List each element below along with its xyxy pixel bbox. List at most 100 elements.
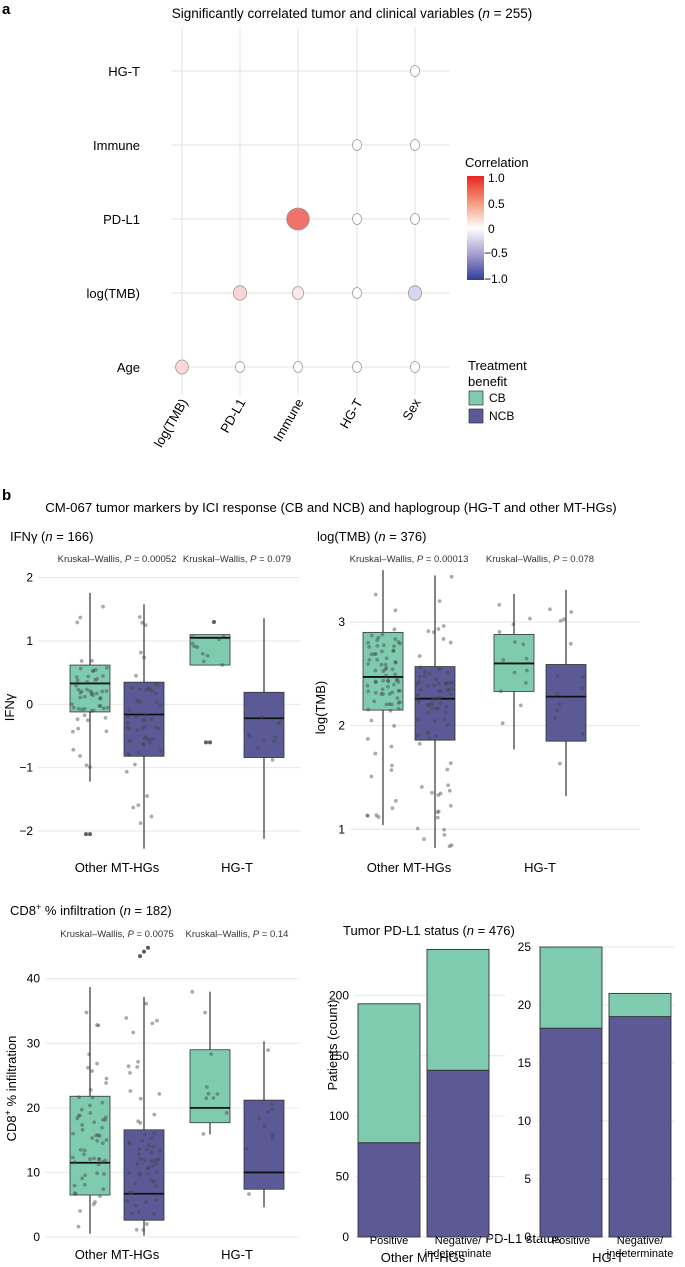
- jitter-point: [393, 637, 398, 642]
- correlation-bubble: [175, 359, 189, 375]
- jitter-point: [426, 629, 431, 634]
- jitter-point: [397, 700, 402, 705]
- y-tick-label: 1: [26, 634, 33, 648]
- jitter-point: [369, 652, 374, 657]
- jitter-point: [137, 1210, 141, 1215]
- y-tick-label: 50: [336, 1170, 350, 1184]
- jitter-point: [74, 675, 79, 680]
- jitter-point: [140, 620, 145, 625]
- jitter-point: [152, 1179, 156, 1184]
- jitter-point: [90, 658, 94, 663]
- jitter-point: [438, 666, 443, 671]
- jitter-point: [138, 1172, 142, 1177]
- jitter-point: [436, 696, 441, 701]
- box-iqr: [545, 664, 587, 742]
- outlier-point: [146, 945, 150, 950]
- jitter-point: [98, 696, 103, 700]
- jitter-point: [398, 688, 402, 693]
- jitter-point: [558, 618, 563, 623]
- jitter-point: [97, 1157, 102, 1162]
- jitter-point: [518, 703, 523, 708]
- legend-corr-tick-0: 0: [488, 222, 495, 236]
- jitter-point: [415, 826, 420, 831]
- jitter-point: [396, 680, 401, 684]
- y-tick-label: 150: [329, 1049, 349, 1063]
- bar-category-label: indeterminate: [607, 1248, 674, 1260]
- jitter-point: [257, 1116, 262, 1121]
- jitter-point: [71, 1131, 75, 1136]
- kruskal-wallis-pvalue: Kruskal–Wallis, P = 0.00052: [58, 554, 177, 565]
- jitter-point: [247, 732, 251, 737]
- jitter-point: [78, 690, 83, 695]
- legend-corr-tick-m1: −1.0: [484, 272, 508, 286]
- y-tick-label: 2: [26, 571, 33, 585]
- jitter-point: [380, 649, 384, 654]
- jitter-point: [71, 747, 76, 752]
- jitter-point: [553, 716, 557, 721]
- legend-cb-label: CB: [489, 391, 506, 405]
- jitter-point: [448, 692, 453, 697]
- jitter-point: [259, 715, 264, 720]
- jitter-point: [204, 1096, 209, 1101]
- jitter-point: [269, 1102, 274, 1107]
- jitter-point: [98, 696, 103, 701]
- jitter-point: [104, 729, 109, 734]
- jitter-point: [449, 843, 454, 848]
- stacked-bar-segment: [539, 1027, 603, 1238]
- jitter-point: [388, 708, 393, 713]
- jitter-point: [369, 718, 374, 723]
- correlation-bubble: [410, 213, 420, 225]
- legend-correlation-title: Correlation: [465, 155, 529, 170]
- legend-corr-tick-05: 0.5: [488, 197, 505, 211]
- jitter-point: [79, 689, 84, 694]
- jitter-point: [84, 763, 89, 768]
- jitter-point: [498, 689, 503, 694]
- jitter-point: [80, 707, 84, 712]
- jitter-point: [144, 1200, 149, 1205]
- jitter-point: [152, 1212, 157, 1216]
- jitter-point: [192, 644, 197, 649]
- jitter-point: [103, 1158, 108, 1163]
- jitter-point: [148, 687, 153, 692]
- jitter-point: [104, 1076, 109, 1081]
- jitter-point: [365, 683, 370, 688]
- jitter-point: [124, 1016, 129, 1020]
- jitter-point: [393, 608, 398, 613]
- jitter-point: [91, 1202, 96, 1207]
- jitter-point: [131, 805, 136, 810]
- jitter-point: [430, 706, 434, 711]
- jitter-point: [209, 1052, 213, 1056]
- jitter-point: [91, 708, 96, 713]
- kruskal-wallis-pvalue: Kruskal–Wallis, P = 0.078: [486, 554, 594, 565]
- jitter-point: [224, 1111, 229, 1115]
- jitter-point: [136, 1059, 140, 1064]
- jitter-point: [101, 706, 106, 711]
- jitter-point: [415, 697, 420, 702]
- jitter-point: [138, 1157, 143, 1161]
- jitter-point: [436, 681, 441, 686]
- jitter-point: [385, 678, 390, 683]
- y-tick-label: 1: [338, 822, 345, 836]
- box-iqr: [189, 634, 231, 666]
- y-tick-label: 25: [518, 940, 532, 954]
- jitter-point: [418, 665, 423, 670]
- jitter-point: [137, 1171, 142, 1175]
- jitter-point: [133, 1181, 137, 1186]
- correlation-bubble: [352, 361, 362, 373]
- jitter-point: [157, 1092, 162, 1096]
- stacked-bar-segment: [608, 1016, 672, 1238]
- jitter-point: [436, 809, 441, 814]
- jitter-point: [391, 648, 396, 653]
- jitter-point: [78, 666, 83, 671]
- correlation-bubble: [410, 361, 420, 373]
- jitter-point: [442, 832, 447, 837]
- jitter-point: [381, 643, 386, 648]
- jitter-point: [383, 662, 388, 667]
- jitter-point: [270, 1107, 275, 1112]
- jitter-point: [75, 1116, 80, 1121]
- jitter-point: [127, 708, 132, 713]
- jitter-point: [276, 721, 280, 726]
- group-label: HG-T: [524, 860, 556, 875]
- legend-ncb-swatch: [468, 408, 484, 424]
- jitter-point: [149, 1150, 154, 1155]
